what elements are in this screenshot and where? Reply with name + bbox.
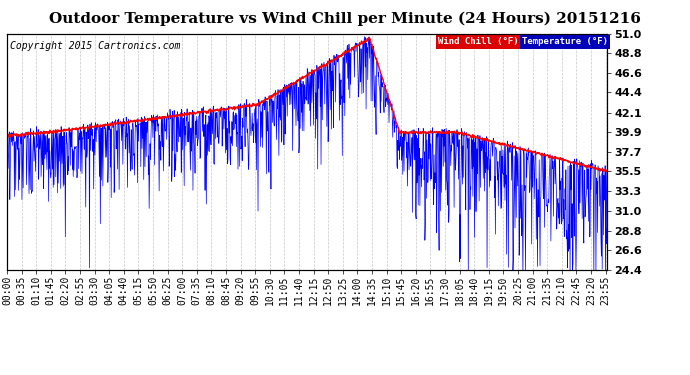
Text: Wind Chill (°F): Wind Chill (°F) bbox=[438, 37, 519, 46]
Text: Temperature (°F): Temperature (°F) bbox=[522, 37, 608, 46]
Text: Outdoor Temperature vs Wind Chill per Minute (24 Hours) 20151216: Outdoor Temperature vs Wind Chill per Mi… bbox=[49, 11, 641, 26]
Text: Copyright 2015 Cartronics.com: Copyright 2015 Cartronics.com bbox=[10, 41, 180, 51]
